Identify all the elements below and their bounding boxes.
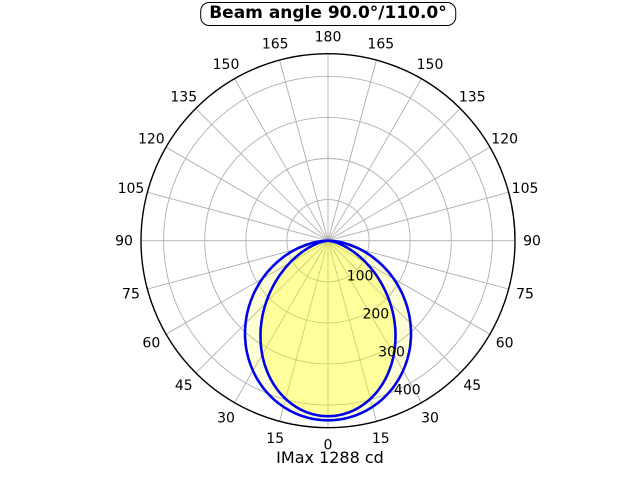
theta-tick-label: 75	[122, 287, 140, 303]
theta-tick-label: 105	[118, 181, 145, 197]
angle-gridline	[327, 240, 377, 422]
angle-gridline	[327, 108, 461, 242]
angle-gridline	[147, 191, 329, 242]
theta-tick-label: 45	[175, 378, 193, 394]
angle-gridline	[327, 191, 509, 242]
angle-gridline	[327, 146, 491, 242]
theta-tick-label: 120	[138, 132, 165, 148]
angle-gridline	[234, 78, 329, 241]
theta-tick-label: 150	[213, 57, 240, 73]
angle-gridline	[195, 240, 329, 374]
theta-tick-label: 30	[421, 410, 439, 426]
theta-tick-label: 120	[491, 132, 518, 148]
beam-curve-90	[259, 239, 397, 418]
angle-gridline	[165, 146, 329, 242]
imax-label: IMax 1288 cd	[276, 448, 384, 467]
theta-tick-label: 60	[496, 336, 514, 352]
theta-tick-label: 15	[372, 431, 390, 447]
theta-tick-label: 90	[115, 234, 133, 250]
theta-tick-label: 150	[417, 57, 444, 73]
angle-gridline	[327, 240, 491, 335]
theta-tick-label: 165	[262, 37, 289, 53]
angle-gridline	[165, 240, 329, 335]
angle-gridline	[279, 59, 329, 241]
radial-tick-label: 300	[378, 345, 405, 361]
theta-tick-label: 135	[459, 89, 486, 105]
radial-tick-label: 400	[394, 383, 421, 399]
theta-tick-label: 180	[315, 30, 342, 46]
beam-curve-110	[243, 239, 413, 422]
angle-gridline	[327, 59, 377, 241]
theta-tick-label: 135	[170, 89, 197, 105]
theta-tick-label: 15	[266, 431, 284, 447]
theta-tick-label: 90	[523, 234, 541, 250]
polar-outline	[140, 52, 516, 429]
radial-tick-label: 100	[347, 269, 374, 285]
theta-tick-label: 75	[516, 287, 534, 303]
angle-gridline	[234, 240, 329, 403]
chart-title: Beam angle 90.0°/110.0°	[200, 2, 456, 26]
angle-gridline	[327, 240, 422, 403]
angle-gridline	[195, 108, 329, 242]
theta-tick-label: 105	[512, 181, 539, 197]
theta-tick-label: 45	[463, 378, 481, 394]
radial-tick-label: 200	[362, 307, 389, 323]
angle-gridline	[327, 78, 422, 241]
theta-tick-label: 0	[324, 438, 333, 454]
theta-tick-label: 30	[217, 410, 235, 426]
angle-gridline	[327, 240, 461, 374]
theta-tick-label: 60	[142, 336, 160, 352]
angle-gridline	[279, 240, 329, 422]
theta-tick-label: 165	[367, 37, 394, 53]
